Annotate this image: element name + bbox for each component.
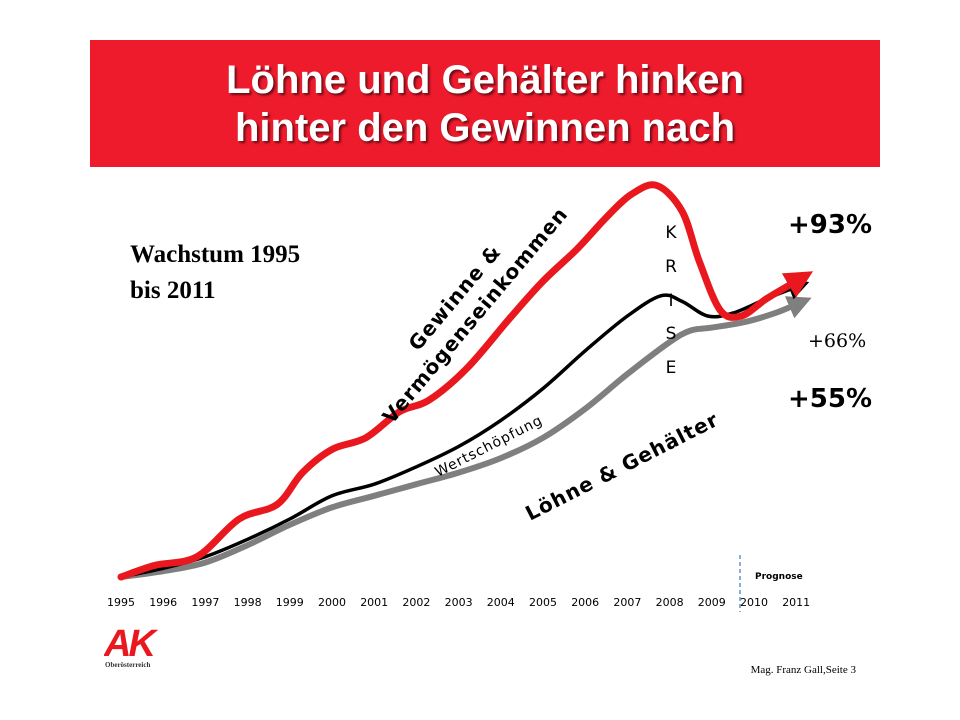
crisis-letter-s: S xyxy=(666,324,677,344)
x-tick-label-2004: 2004 xyxy=(487,596,515,609)
slide-title-line-1: Löhne und Gehälter hinken xyxy=(226,58,744,102)
crisis-letter-e: E xyxy=(666,358,677,378)
x-tick-label-2001: 2001 xyxy=(360,596,388,609)
x-tick-label-2008: 2008 xyxy=(656,596,684,609)
slide-title-line-2: hinter den Gewinnen nach xyxy=(234,106,736,150)
forecast-label: Prognose xyxy=(755,572,803,582)
x-tick-label-2009: 2009 xyxy=(698,596,726,609)
series-line-profits xyxy=(117,181,814,581)
chart-subtitle-line-2: bis 2011 xyxy=(130,277,216,304)
chart-subtitle-line-1: Wachstum 1995 xyxy=(130,241,301,268)
x-tick-label-2011: 2011 xyxy=(782,596,810,609)
series-line-value-added xyxy=(119,279,810,579)
x-tick-label-2003: 2003 xyxy=(445,596,473,609)
x-tick-label-2005: 2005 xyxy=(529,596,557,609)
ak-logo: AK xyxy=(104,623,161,665)
logo-caption: Oberösterreich xyxy=(105,661,151,669)
crisis-letter-k: K xyxy=(665,223,677,243)
x-tick-label-1996: 1996 xyxy=(149,596,177,609)
title-banner: Löhne und Gehälter hinken hinter den Gew… xyxy=(90,40,880,167)
x-tick-label-1998: 1998 xyxy=(234,596,262,609)
x-tick-label-1997: 1997 xyxy=(191,596,219,609)
end-label-wages: +55% xyxy=(788,384,872,414)
x-tick-label-2000: 2000 xyxy=(318,596,346,609)
ak-logo-text: AK xyxy=(104,623,158,665)
crisis-letter-i: I xyxy=(668,291,673,311)
crisis-letter-r: R xyxy=(665,257,677,277)
x-tick-label-2010: 2010 xyxy=(740,596,768,609)
series-label-wages: Löhne & Gehälter xyxy=(521,407,722,525)
footer-author: Mag. Franz Gall,Seite 3 xyxy=(750,664,856,676)
x-tick-label-1999: 1999 xyxy=(276,596,304,609)
x-tick-label-2002: 2002 xyxy=(402,596,430,609)
end-label-value-added: +66% xyxy=(808,330,866,352)
series-line-wages xyxy=(118,296,812,580)
series-label-profits-line-2: Vermögenseinkommen xyxy=(377,202,572,428)
x-tick-label-2006: 2006 xyxy=(571,596,599,609)
x-tick-label-1995: 1995 xyxy=(107,596,135,609)
end-label-profits: +93% xyxy=(788,210,872,240)
x-tick-label-2007: 2007 xyxy=(613,596,641,609)
